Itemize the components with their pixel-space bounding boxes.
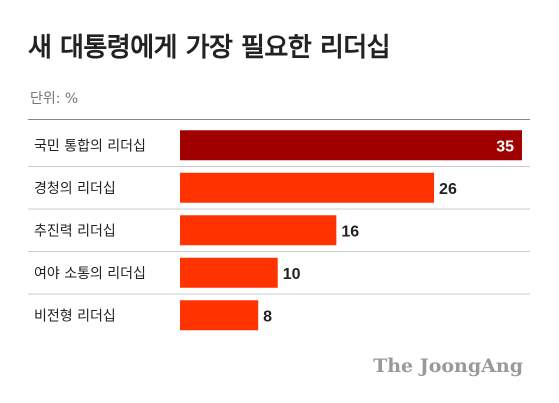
chart-title: 새 대통령에게 가장 필요한 리더십 (28, 33, 391, 63)
top-divider (28, 119, 530, 120)
category-label: 여야 소통의 리더십 (34, 266, 146, 282)
publisher-credit: The JoongAng (373, 355, 523, 377)
category-label: 비전형 리더십 (34, 308, 116, 324)
bar (180, 300, 259, 331)
bar (180, 130, 522, 161)
bar (180, 257, 278, 288)
category-label: 추진력 리더십 (34, 223, 116, 239)
bar (180, 172, 435, 203)
value-label: 35 (496, 138, 514, 155)
value-label: 16 (341, 223, 359, 240)
category-label: 국민 통합의 리더십 (34, 138, 146, 154)
value-label: 8 (263, 308, 272, 325)
bar (180, 215, 337, 246)
unit-label: 단위: % (30, 91, 79, 107)
category-label: 경청의 리더십 (34, 181, 116, 197)
value-label: 10 (283, 266, 301, 283)
value-label: 26 (439, 181, 457, 198)
